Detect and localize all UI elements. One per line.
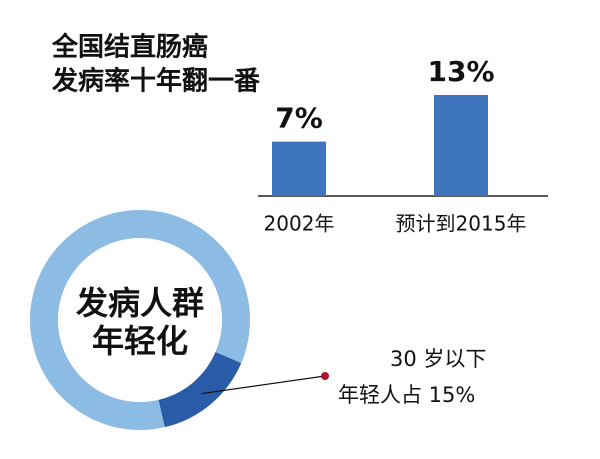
bar bbox=[434, 95, 488, 196]
value-label: 7% bbox=[275, 102, 323, 135]
value-label: 13% bbox=[427, 55, 494, 88]
chart-title: 发病率十年翻一番 bbox=[51, 66, 261, 97]
center-label: 年轻化 bbox=[92, 322, 188, 360]
center-label: 发病人群 bbox=[76, 284, 204, 322]
donut-slice bbox=[158, 352, 242, 428]
annotation: 30 岁以下 bbox=[390, 347, 486, 371]
annotation: 年轻人占 15% bbox=[338, 383, 475, 407]
bar bbox=[272, 141, 326, 196]
leader-line bbox=[201, 375, 326, 395]
chart-title: 全国结直肠癌 bbox=[51, 32, 208, 63]
category-label: 2002年 bbox=[264, 212, 335, 236]
category-label: 预计到2015年 bbox=[396, 212, 527, 236]
leader-dot bbox=[321, 372, 329, 380]
